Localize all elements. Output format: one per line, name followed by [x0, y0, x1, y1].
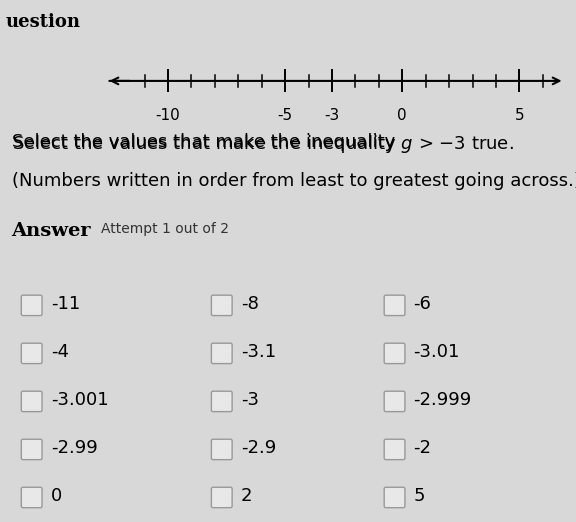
Text: -3: -3 — [241, 392, 259, 409]
Text: (Numbers written in order from least to greatest going across.): (Numbers written in order from least to … — [12, 172, 576, 190]
Text: 0: 0 — [51, 488, 62, 505]
Text: -3.001: -3.001 — [51, 392, 108, 409]
Text: -2.99: -2.99 — [51, 440, 97, 457]
FancyBboxPatch shape — [384, 439, 405, 460]
FancyBboxPatch shape — [211, 295, 232, 316]
Text: -3.1: -3.1 — [241, 343, 276, 361]
Text: 0: 0 — [397, 108, 407, 123]
Text: -6: -6 — [414, 295, 431, 313]
Text: 2: 2 — [241, 488, 252, 505]
Text: -10: -10 — [156, 108, 180, 123]
Text: Select the values that make the inequality: Select the values that make the inequali… — [12, 133, 400, 151]
Text: Select the values that make the inequality g: Select the values that make the inequali… — [12, 133, 412, 151]
Text: uestion: uestion — [6, 13, 81, 31]
FancyBboxPatch shape — [21, 391, 42, 412]
FancyBboxPatch shape — [21, 439, 42, 460]
FancyBboxPatch shape — [384, 295, 405, 316]
FancyBboxPatch shape — [211, 343, 232, 364]
FancyBboxPatch shape — [384, 487, 405, 508]
FancyBboxPatch shape — [21, 295, 42, 316]
Text: -5: -5 — [278, 108, 293, 123]
Text: -2.9: -2.9 — [241, 440, 276, 457]
FancyBboxPatch shape — [211, 487, 232, 508]
Text: 5: 5 — [514, 108, 524, 123]
Text: Answer: Answer — [12, 222, 91, 240]
Text: 5: 5 — [414, 488, 425, 505]
FancyBboxPatch shape — [384, 343, 405, 364]
FancyBboxPatch shape — [21, 487, 42, 508]
Text: Attempt 1 out of 2: Attempt 1 out of 2 — [101, 222, 229, 236]
Text: -3: -3 — [324, 108, 340, 123]
FancyBboxPatch shape — [211, 391, 232, 412]
Text: -2.999: -2.999 — [414, 392, 472, 409]
Text: -4: -4 — [51, 343, 69, 361]
Text: -11: -11 — [51, 295, 80, 313]
FancyBboxPatch shape — [211, 439, 232, 460]
FancyBboxPatch shape — [384, 391, 405, 412]
Text: -8: -8 — [241, 295, 259, 313]
Text: Select the values that make the inequality $g$ > −3 true.: Select the values that make the inequali… — [12, 133, 513, 155]
Text: -2: -2 — [414, 440, 431, 457]
FancyBboxPatch shape — [21, 343, 42, 364]
Text: -3.01: -3.01 — [414, 343, 460, 361]
